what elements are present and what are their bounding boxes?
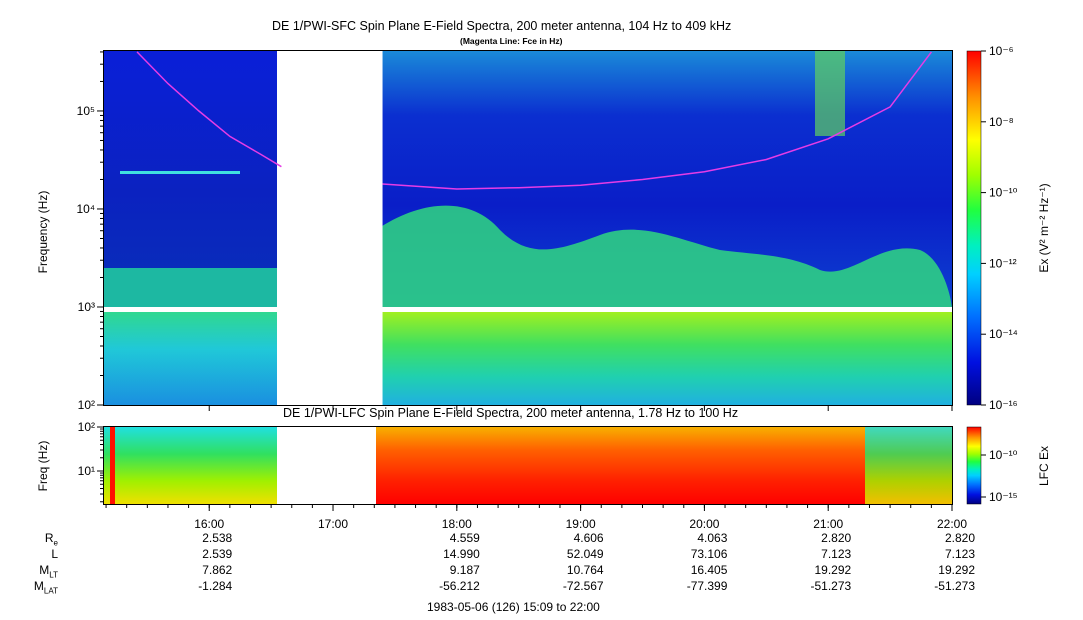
sfc-cbar-tick-label: 10⁻¹⁶: [989, 398, 1018, 412]
ephem-value: 7.123: [944, 547, 975, 561]
sfc-frame: [103, 50, 953, 406]
ephem-value: -56.212: [439, 579, 480, 593]
fce-segment-1: [382, 51, 932, 190]
lfc-spectrogram: [104, 427, 952, 504]
ephem-value: 2.820: [944, 531, 975, 545]
ephem-row-label: Re: [44, 531, 58, 548]
sfc-cbar-tick-label: 10⁻¹⁰: [989, 186, 1018, 200]
time-tick-label: 16:00: [194, 517, 224, 531]
lfc-left: [104, 427, 277, 504]
fce-line: [136, 51, 932, 190]
ephem-value: 19.292: [814, 563, 852, 577]
sfc-cbar-tick-label: 10⁻¹⁴: [989, 327, 1018, 341]
ephem-value: -1.284: [198, 579, 233, 593]
sfc-low-right: [376, 312, 952, 405]
ephem-value: 14.990: [443, 547, 480, 561]
sfc-ytick-label: 10³: [78, 300, 95, 314]
ephem-value: 7.123: [821, 547, 852, 561]
sfc-band-line: [120, 171, 240, 174]
ephem-row-label: MLAT: [33, 579, 58, 596]
sfc-cbar-tick-label: 10⁻⁸: [989, 115, 1014, 129]
lfc-right: [376, 427, 952, 504]
ephem-value: 9.187: [449, 563, 480, 577]
lfc-right-tail: [865, 427, 952, 504]
ephem-value: 10.764: [566, 563, 604, 577]
time-tick-label: 19:00: [566, 517, 596, 531]
ephem-row-label: MLT: [39, 563, 58, 580]
time-tick-label: 18:00: [442, 517, 472, 531]
sfc-ytick-label: 10⁴: [76, 202, 95, 216]
ephem-value: -51.273: [810, 579, 852, 593]
time-tick-label: 21:00: [813, 517, 843, 531]
time-tick-label: 20:00: [689, 517, 719, 531]
ephem-value: 4.606: [573, 531, 604, 545]
sfc-ylabel: Frequency (Hz): [36, 191, 50, 274]
lfc-data-gap: [287, 427, 383, 504]
time-tick-label: 22:00: [937, 517, 967, 531]
time-tick-label: 17:00: [318, 517, 348, 531]
sfc-band-separator: [104, 307, 952, 312]
sfc-hiss-left: [104, 268, 277, 308]
sfc-ytick-label: 10²: [78, 398, 95, 412]
lfc-colorbar-label: LFC Ex: [1037, 446, 1051, 486]
sfc-title: DE 1/PWI-SFC Spin Plane E-Field Spectra,…: [272, 19, 732, 33]
ephem-value: 2.539: [202, 547, 233, 561]
ephem-value: -72.567: [562, 579, 604, 593]
lfc-y-axis: 10¹ 10²: [78, 420, 104, 503]
ephem-value: -51.273: [934, 579, 975, 593]
sfc-colorbar-label: Ex (V² m⁻² Hz⁻¹): [1037, 183, 1051, 272]
ephem-value: 4.559: [449, 531, 480, 545]
lfc-ylabel: Freq (Hz): [36, 441, 50, 492]
sfc-colorbar-axis: 10⁻⁶ 10⁻⁸ 10⁻¹⁰ 10⁻¹² 10⁻¹⁴ 10⁻¹⁶: [981, 44, 1018, 412]
lfc-colorbar-axis: 10⁻¹⁰ 10⁻¹⁵: [981, 448, 1018, 504]
sfc-y-axis: 10² 10³ 10⁴ 10⁵: [76, 51, 104, 412]
ephem-row-label: L: [51, 547, 58, 561]
ephem-value: -77.399: [686, 579, 728, 593]
sfc-burst-21h: [815, 51, 845, 136]
footer-time-range: 1983-05-06 (126) 15:09 to 22:00: [427, 600, 600, 614]
ephem-value: 16.405: [690, 563, 728, 577]
ephem-value: 73.106: [690, 547, 728, 561]
sfc-hiss-right: [376, 205, 952, 308]
ephem-value: 52.049: [566, 547, 604, 561]
sfc-ytick-label: 10⁵: [77, 104, 95, 118]
sfc-cbar-tick-label: 10⁻¹²: [989, 256, 1017, 270]
sfc-data-gap: [287, 51, 383, 405]
lfc-ytick-label: 10¹: [78, 464, 95, 478]
ephem-value: 2.820: [821, 531, 852, 545]
lfc-frame: [103, 426, 953, 505]
sfc-subtitle: (Magenta Line: Fce in Hz): [460, 36, 563, 46]
ephem-value: 2.538: [202, 531, 233, 545]
ephem-value: 19.292: [938, 563, 975, 577]
lfc-start-streak: [110, 427, 115, 504]
ephem-value: 4.063: [697, 531, 728, 545]
lfc-title: DE 1/PWI-LFC Spin Plane E-Field Spectra,…: [283, 406, 739, 420]
fce-segment-0: [136, 51, 282, 168]
sfc-high-left: [104, 51, 277, 308]
sfc-spectrogram: [104, 51, 952, 405]
sfc-low-left: [104, 312, 277, 405]
lfc-ytick-label: 10²: [78, 420, 95, 434]
lfc-cbar-tick-label: 10⁻¹⁵: [989, 490, 1018, 504]
time-axis: 16:00 17:00 18:00 19:00 20:00 21:00 22:00: [105, 405, 967, 531]
sfc-cbar-tick-label: 10⁻⁶: [989, 44, 1014, 58]
lfc-cbar-tick-label: 10⁻¹⁰: [989, 448, 1018, 462]
ephem-value: 7.862: [202, 563, 233, 577]
sfc-colorbar: [966, 50, 982, 406]
lfc-colorbar: [966, 426, 982, 505]
